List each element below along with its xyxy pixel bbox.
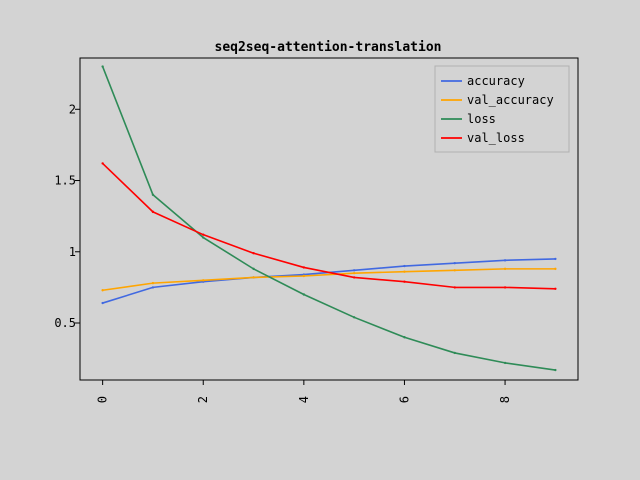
data-point-val-loss-4 bbox=[302, 266, 306, 269]
x-tick-label-8: 8 bbox=[498, 396, 512, 403]
data-point-loss-9 bbox=[554, 368, 557, 372]
data-point-loss-2 bbox=[202, 236, 205, 239]
data-point-loss-7 bbox=[453, 351, 456, 355]
x-tick-label-4: 4 bbox=[297, 396, 311, 403]
data-point-loss-8 bbox=[503, 361, 507, 365]
data-point-accuracy-1 bbox=[151, 286, 155, 289]
data-point-val-loss-9 bbox=[554, 287, 557, 291]
series-line-val-accuracy bbox=[102, 268, 556, 292]
data-point-val-accuracy-7 bbox=[453, 269, 456, 272]
data-point-val-loss-6 bbox=[403, 280, 406, 283]
data-point-val-accuracy-2 bbox=[202, 279, 205, 282]
legend-label-val-loss: val_loss bbox=[467, 131, 525, 145]
data-point-accuracy-5 bbox=[352, 269, 356, 272]
x-tick-label-2: 2 bbox=[196, 396, 210, 403]
data-point-val-loss-7 bbox=[453, 286, 456, 289]
data-point-loss-1 bbox=[151, 193, 155, 196]
series-line-loss bbox=[101, 66, 556, 371]
series-line-val-loss bbox=[102, 162, 556, 290]
data-point-accuracy-8 bbox=[503, 259, 507, 262]
data-point-accuracy-0 bbox=[101, 301, 104, 305]
legend-label-loss: loss bbox=[467, 112, 496, 126]
chart-title: seq2seq-attention-translation bbox=[215, 40, 442, 55]
data-point-accuracy-7 bbox=[453, 261, 456, 265]
data-point-val-accuracy-3 bbox=[252, 276, 255, 279]
data-point-val-loss-2 bbox=[202, 233, 205, 236]
data-point-val-loss-0 bbox=[101, 162, 104, 165]
data-point-val-accuracy-5 bbox=[352, 271, 356, 275]
data-point-loss-3 bbox=[252, 267, 255, 271]
data-point-accuracy-9 bbox=[554, 257, 557, 261]
data-point-val-accuracy-9 bbox=[554, 267, 557, 271]
data-point-loss-6 bbox=[403, 336, 406, 339]
data-point-val-accuracy-8 bbox=[503, 267, 507, 271]
legend-label-accuracy: accuracy bbox=[467, 74, 525, 88]
data-point-val-accuracy-1 bbox=[151, 281, 155, 285]
data-point-accuracy-6 bbox=[403, 264, 406, 268]
data-point-val-accuracy-0 bbox=[101, 289, 104, 292]
data-point-loss-0 bbox=[101, 65, 104, 68]
data-point-val-accuracy-6 bbox=[403, 270, 406, 273]
legend-label-val-accuracy: val_accuracy bbox=[467, 93, 554, 107]
data-point-val-loss-5 bbox=[352, 276, 356, 279]
y-tick-label-0-5: 0.5 bbox=[54, 316, 76, 330]
y-tick-label-1-5: 1.5 bbox=[54, 174, 76, 188]
x-tick-label-0: 0 bbox=[96, 396, 110, 403]
data-point-val-loss-3 bbox=[252, 251, 255, 255]
data-point-loss-4 bbox=[302, 293, 306, 296]
series-layer bbox=[101, 65, 557, 372]
data-point-val-loss-8 bbox=[503, 286, 507, 289]
axis-layer: 0 2 4 6 8 0.5 1 1.5 2 bbox=[54, 102, 512, 403]
data-point-val-accuracy-4 bbox=[302, 274, 306, 278]
y-tick-label-2: 2 bbox=[69, 102, 76, 116]
data-point-loss-5 bbox=[352, 316, 356, 319]
data-point-val-loss-1 bbox=[151, 210, 155, 214]
x-tick-label-6: 6 bbox=[397, 396, 411, 403]
y-tick-label-1: 1 bbox=[69, 245, 76, 259]
